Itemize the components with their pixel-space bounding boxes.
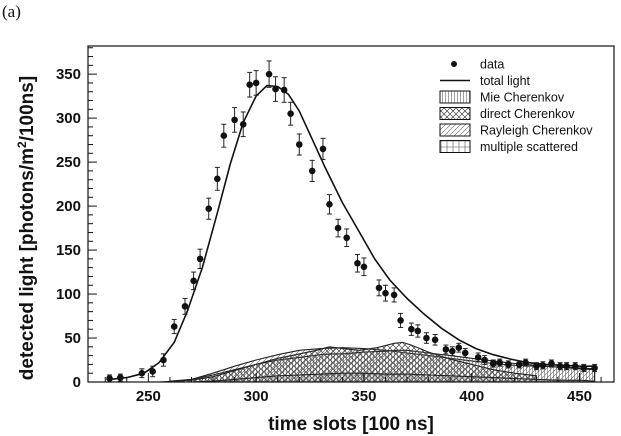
data-point [220, 132, 228, 140]
data-point [591, 364, 598, 372]
data-point [280, 86, 288, 94]
data-point [181, 303, 189, 310]
data-point [431, 336, 439, 344]
data-point [319, 145, 327, 153]
legend-label-direct-cherenkov: direct Cherenkov [480, 107, 575, 121]
y-tick-label: 0 [73, 374, 81, 391]
data-point [308, 167, 316, 175]
data-point [375, 284, 383, 292]
data-point [548, 360, 555, 367]
total-light-curve [109, 84, 595, 381]
data-point [423, 334, 430, 342]
plot-frame [87, 45, 615, 383]
data-point [138, 369, 146, 377]
data-point [474, 354, 482, 361]
x-tick-label: 350 [351, 388, 376, 405]
data-point [505, 361, 512, 368]
data-point [455, 344, 463, 351]
y-tick-label: 100 [56, 286, 81, 303]
y-tick-label: 300 [56, 110, 81, 127]
data-point [170, 323, 178, 330]
data-point [246, 81, 253, 89]
data-point [360, 263, 368, 271]
legend-swatch-rayleigh-cherenkov [439, 123, 471, 137]
data-point [252, 79, 260, 87]
data-point [539, 361, 547, 369]
band-direct-cherenkov [159, 341, 537, 383]
data-point [160, 356, 167, 364]
legend-label-mie-cherenkov: Mie Cherenkov [480, 91, 565, 105]
total-light-line [109, 84, 595, 381]
legend-swatch-multiple-scattered [439, 140, 471, 153]
legend-label-multiple-scattered: multiple scattered [480, 140, 578, 154]
data-points [106, 60, 598, 383]
data-point [190, 277, 197, 285]
data-point [496, 359, 504, 366]
data-point [390, 291, 398, 299]
data-point [272, 85, 279, 93]
y-tick-label: 350 [56, 66, 81, 83]
data-point [149, 368, 156, 375]
legend-label-rayleigh-cherenkov: Rayleigh Cherenkov [480, 124, 593, 138]
data-point [397, 317, 404, 324]
y-axis-title-part2: /100ns] [17, 76, 38, 141]
data-point [196, 255, 204, 263]
data-point [556, 362, 564, 370]
legend-label-total-light: total light [480, 74, 531, 88]
data-point [580, 364, 588, 372]
data-point [265, 70, 273, 78]
data-point [205, 205, 213, 213]
data-point [449, 347, 456, 355]
x-tick-label: 400 [459, 388, 484, 405]
y-tick-label: 200 [56, 198, 81, 215]
y-axis-title-part1: detected light [photons/m [17, 148, 38, 380]
y-axis-title-superscript: 2 [15, 141, 29, 148]
data-point [522, 359, 529, 366]
data-point [117, 374, 124, 381]
axes: 250 300 350 400 450 0 50 100 150 200 250 300 350 [56, 45, 615, 405]
y-tick-label: 150 [56, 242, 81, 259]
data-point [414, 327, 422, 335]
x-tick-label: 250 [136, 388, 161, 405]
data-point [533, 362, 540, 370]
data-point [489, 360, 497, 367]
data-point [461, 349, 469, 357]
legend-swatch-mie-cherenkov [439, 90, 471, 104]
data-point [334, 224, 342, 232]
data-point [442, 346, 450, 353]
x-tick-label: 300 [244, 388, 269, 405]
data-point [571, 362, 579, 370]
data-point [354, 259, 361, 267]
legend-swatch-direct-cherenkov [439, 107, 471, 120]
legend-swatch-data [451, 61, 457, 67]
data-point [408, 325, 415, 333]
component-bands [159, 341, 596, 383]
data-point [326, 201, 333, 208]
y-tick-label: 250 [56, 154, 81, 171]
data-point [287, 110, 294, 118]
data-point [106, 375, 113, 382]
band-multiple-scattered [191, 372, 596, 383]
x-axis-title: time slots [100 ns] [268, 414, 434, 435]
y-tick-label: 50 [64, 330, 81, 347]
data-point [231, 116, 238, 124]
data-point [214, 175, 221, 183]
data-point [481, 356, 488, 364]
x-tick-label: 450 [567, 388, 592, 405]
data-point [239, 120, 247, 128]
legend-label-data: data [480, 58, 504, 72]
data-point [563, 362, 570, 370]
panel-label: (a) [2, 2, 21, 21]
y-axis-title: detected light [photons/m2/100ns] [15, 76, 38, 380]
data-point [343, 234, 350, 242]
data-point [295, 141, 303, 148]
data-point [515, 361, 523, 368]
legend: data total light Mie Cherenkov direct Chere… [439, 58, 593, 154]
data-point [382, 289, 389, 297]
